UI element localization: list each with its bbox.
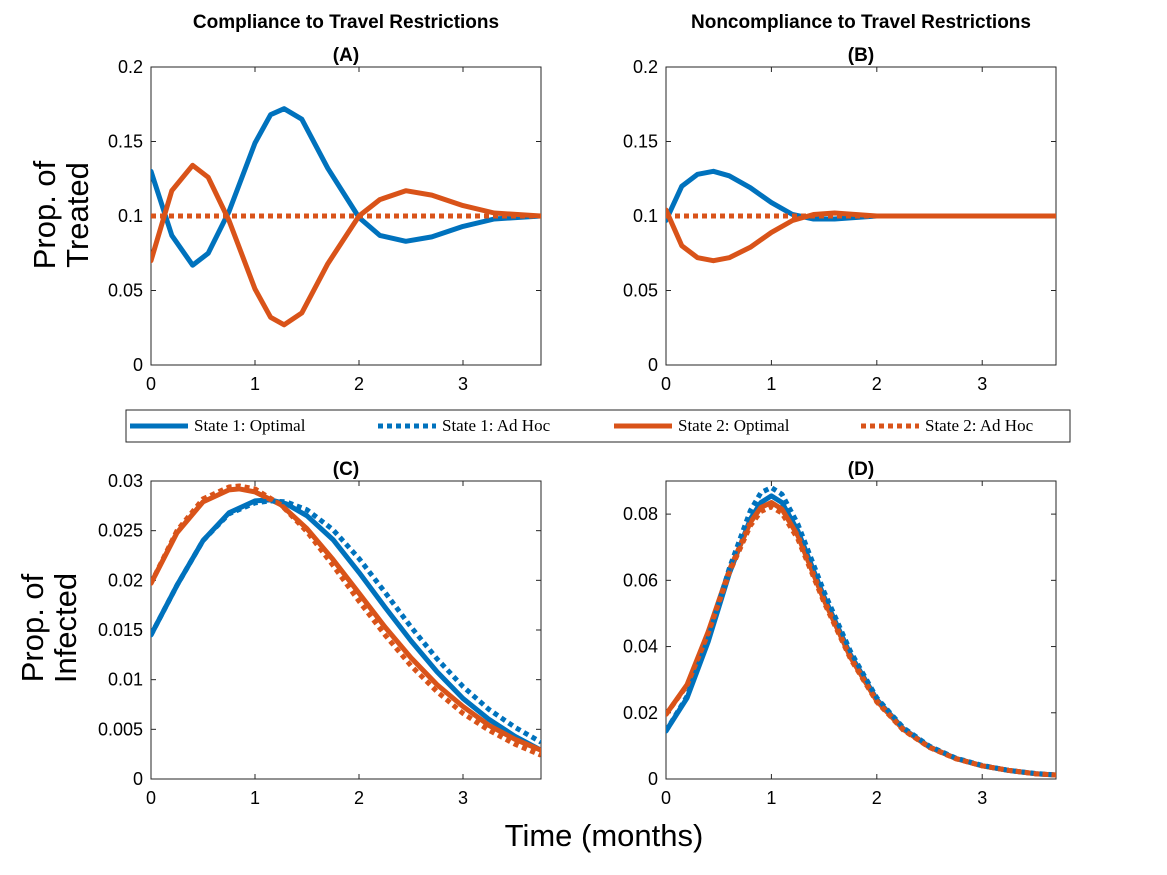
panel-b-x-tick-label: 1 <box>766 374 776 394</box>
panel-d-y-tick-label: 0.04 <box>623 637 658 657</box>
panel-a-y-tick-label: 0.1 <box>118 206 143 226</box>
panel-c-x-tick-label: 3 <box>458 788 468 808</box>
panel-d-x-tick-label: 2 <box>872 788 882 808</box>
panel-c-y-tick-label: 0.02 <box>108 570 143 590</box>
panel-a-series-1 <box>151 106 541 268</box>
panel-a-y-tick-label: 0.2 <box>118 57 143 77</box>
panel-b-x-tick-label: 3 <box>977 374 987 394</box>
panel-c-y-tick-label: 0.03 <box>108 471 143 491</box>
x-label: Time (months) <box>505 818 704 853</box>
panel-b-series-group <box>666 168 1056 264</box>
panel-a-y-tick-label: 0.15 <box>108 132 143 152</box>
panel-d-y-tick-label: 0 <box>648 769 658 789</box>
panel-c-y-tick-label: 0 <box>133 769 143 789</box>
panel-a-x-tick-label: 2 <box>354 374 364 394</box>
panel-d-series-1 <box>666 493 1056 778</box>
panel-a-series-group <box>151 106 541 328</box>
panel-d-x-tick-label: 0 <box>661 788 671 808</box>
panel-a-x-tick-label: 3 <box>458 374 468 394</box>
panel-a-x-tick-label: 0 <box>146 374 156 394</box>
panel-c: 0 1 2 3 0 0.005 0.01 0.015 0.02 0.025 0.03 (C) <box>98 459 542 808</box>
panel-c-series-4 <box>151 483 541 758</box>
panel-d-series-group <box>666 485 1056 778</box>
panel-c-series-1 <box>151 497 541 753</box>
legend-label-1: State 1: Optimal <box>194 416 306 435</box>
panel-a: 0 1 2 3 0 0.05 0.1 0.15 0.2 Compliance to Travel … <box>108 12 542 394</box>
panel-d-x-tick-label: 1 <box>766 788 776 808</box>
panel-c-y-tick-label: 0.015 <box>98 620 143 640</box>
panel-b-y-tick-label: 0.2 <box>633 57 658 77</box>
panel-c-subtitle: (C) <box>333 459 359 480</box>
panel-b-y-tick-label: 0.1 <box>633 206 658 226</box>
panel-d-y-tick-label: 0.06 <box>623 570 658 590</box>
panel-c-y-tick-label: 0.01 <box>108 670 143 690</box>
panel-b-x-tick-label: 2 <box>872 374 882 394</box>
panel-c-axes-box <box>150 480 542 780</box>
legend-label-2: State 1: Ad Hoc <box>442 416 551 435</box>
y-label-top-line1: Prop. of <box>27 160 62 269</box>
panel-d-series-4 <box>666 504 1056 778</box>
panel-d-series-3 <box>666 500 1056 778</box>
panel-d-axes-box <box>665 480 1057 780</box>
legend-box <box>125 409 1071 443</box>
panel-a-series-3 <box>151 162 541 328</box>
panels: 0 1 2 3 0 0.05 0.1 0.15 0.2 Compliance to Travel … <box>98 12 1057 808</box>
panel-a-subtitle: (A) <box>333 45 359 66</box>
panel-c-y-tick-label: 0.005 <box>98 719 143 739</box>
panel-b: 0 1 2 3 0 0.05 0.1 0.15 0.2 Noncompliance to Trav… <box>623 12 1057 394</box>
panel-a-y-tick-label: 0 <box>133 355 143 375</box>
panel-d-series-2 <box>666 485 1056 778</box>
panel-a-y-tick-label: 0.05 <box>108 281 143 301</box>
panel-d-y-tick-label: 0.02 <box>623 703 658 723</box>
panel-b-y-tick-label: 0 <box>648 355 658 375</box>
panel-d: 0 1 2 3 0 0.02 0.04 0.06 0.08 (D) <box>623 459 1057 808</box>
panel-c-series-3 <box>151 486 541 753</box>
legend: State 1: Optimal State 1: Ad Hoc State 2: … <box>125 409 1071 443</box>
panel-c-x-tick-label: 2 <box>354 788 364 808</box>
y-label-bottom-line2: Infected <box>48 573 83 683</box>
panel-c-y-tick-label: 0.025 <box>98 521 143 541</box>
panel-b-subtitle: (B) <box>848 45 874 66</box>
panel-c-x-tick-label: 0 <box>146 788 156 808</box>
panel-b-title: Noncompliance to Travel Restrictions <box>691 12 1031 33</box>
panel-b-x-tick-label: 0 <box>661 374 671 394</box>
panel-b-y-tick-label: 0.05 <box>623 281 658 301</box>
y-label-top-line2: Treated <box>60 162 95 268</box>
legend-label-3: State 2: Optimal <box>678 416 790 435</box>
panel-c-series-group <box>151 483 541 758</box>
panel-a-title: Compliance to Travel Restrictions <box>193 12 499 33</box>
panel-b-y-tick-label: 0.15 <box>623 132 658 152</box>
panel-d-x-tick-label: 3 <box>977 788 987 808</box>
legend-label-4: State 2: Ad Hoc <box>925 416 1034 435</box>
panel-a-x-tick-label: 1 <box>250 374 260 394</box>
y-label-bottom-line1: Prop. of <box>15 573 50 682</box>
panel-d-subtitle: (D) <box>848 459 874 480</box>
panel-d-y-tick-label: 0.08 <box>623 504 658 524</box>
panel-c-x-tick-label: 1 <box>250 788 260 808</box>
